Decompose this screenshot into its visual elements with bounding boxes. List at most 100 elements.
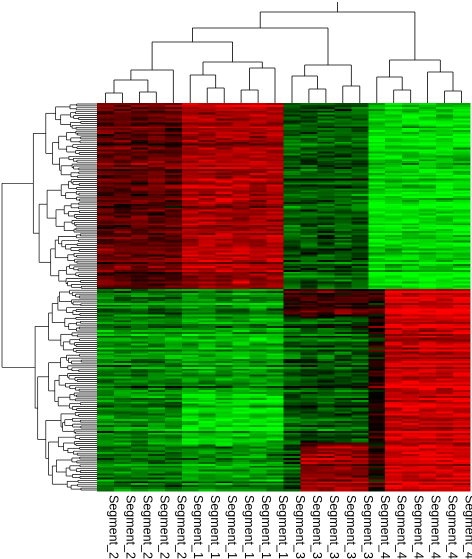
heatmap-cell	[334, 165, 352, 168]
heatmap-cell	[215, 477, 234, 480]
heatmap-cell	[97, 364, 115, 368]
heatmap-cell	[266, 134, 284, 137]
heatmap-cell	[266, 258, 284, 261]
heatmap-cell	[334, 401, 352, 404]
heatmap-cell	[181, 128, 200, 131]
heatmap-cell	[130, 326, 149, 329]
heatmap-cell	[232, 151, 250, 154]
heatmap-cell	[317, 376, 335, 379]
heatmap-cell	[402, 415, 420, 418]
heatmap-cell	[130, 446, 149, 449]
heatmap-cell	[402, 374, 420, 377]
heatmap-cell	[232, 479, 250, 482]
heatmap-cell	[368, 380, 386, 383]
heatmap-cell	[147, 256, 166, 259]
heatmap-cell	[402, 130, 420, 133]
heatmap-cell	[215, 430, 234, 434]
heatmap-cell	[164, 260, 183, 263]
heatmap-cell	[130, 357, 149, 360]
heatmap-cell	[334, 137, 352, 141]
heatmap-cell	[164, 333, 183, 337]
heatmap-cell	[402, 438, 420, 441]
heatmap-cell	[385, 481, 403, 484]
heatmap-cell	[385, 395, 403, 399]
heatmap-cell	[402, 351, 420, 354]
heatmap-cell	[453, 104, 471, 108]
heatmap-cell	[385, 236, 403, 240]
heatmap-cell	[147, 401, 166, 404]
heatmap-cell	[113, 331, 132, 335]
heatmap-cell	[402, 362, 420, 366]
heatmap-cell	[181, 151, 200, 154]
heatmap-cell	[198, 231, 217, 234]
heatmap-cell	[130, 388, 149, 391]
heatmap-cell	[419, 182, 437, 185]
heatmap-cell	[351, 349, 369, 352]
heatmap-cell	[300, 147, 318, 150]
heatmap-cell	[232, 461, 250, 465]
heatmap-cell	[300, 380, 318, 383]
heatmap-cell	[419, 310, 437, 313]
heatmap-cell	[283, 421, 301, 424]
heatmap-cell	[113, 405, 132, 408]
heatmap-cell	[436, 374, 454, 377]
heatmap-cell	[453, 405, 471, 408]
heatmap-cell	[215, 438, 234, 441]
heatmap-cell	[368, 333, 386, 337]
heatmap-cell	[164, 254, 183, 257]
heatmap-cell	[164, 378, 183, 381]
heatmap-cell	[147, 382, 166, 385]
heatmap-cell	[164, 297, 183, 300]
heatmap-cell	[402, 349, 420, 352]
heatmap-cell	[232, 149, 250, 152]
heatmap-cell	[351, 320, 369, 323]
heatmap-cell	[334, 180, 352, 183]
heatmap-cell	[436, 149, 454, 152]
heatmap-cell	[283, 196, 301, 199]
heatmap-cell	[351, 217, 369, 220]
heatmap-cell	[249, 103, 267, 106]
heatmap-cell	[215, 277, 234, 280]
heatmap-cell	[232, 132, 250, 135]
heatmap-cell	[368, 458, 386, 461]
heatmap-cell	[266, 361, 284, 364]
heatmap-cell	[249, 149, 267, 152]
heatmap-cell	[385, 106, 403, 110]
heatmap-cell	[147, 285, 166, 288]
heatmap-cell	[334, 411, 352, 414]
heatmap-cell	[334, 297, 352, 300]
heatmap-cell	[419, 170, 437, 174]
heatmap-cell	[147, 458, 166, 461]
heatmap-cell	[198, 149, 217, 152]
heatmap-cell	[402, 366, 420, 370]
heatmap-cell	[453, 281, 471, 284]
heatmap-cell	[368, 339, 386, 342]
heatmap-cell	[113, 335, 132, 339]
heatmap-cell	[317, 159, 335, 162]
heatmap-cell	[317, 374, 335, 377]
heatmap-cell	[317, 461, 335, 465]
heatmap-cell	[164, 122, 183, 125]
heatmap-cell	[317, 483, 335, 486]
heatmap-cell	[317, 481, 335, 484]
heatmap-cell	[436, 364, 454, 368]
heatmap-cell	[402, 364, 420, 368]
heatmap-cell	[130, 137, 149, 141]
heatmap-cell	[130, 372, 149, 375]
heatmap-cell	[198, 411, 217, 414]
heatmap-cell	[147, 430, 166, 434]
heatmap-cell	[368, 326, 386, 329]
heatmap-cell	[215, 234, 234, 238]
heatmap-cell	[249, 267, 267, 271]
heatmap-cell	[130, 442, 149, 445]
heatmap-cell	[266, 295, 284, 298]
heatmap-cell	[317, 192, 335, 195]
heatmap-cell	[436, 308, 454, 311]
heatmap-cell	[385, 273, 403, 276]
heatmap-cell	[283, 145, 301, 148]
heatmap-cell	[317, 306, 335, 309]
heatmap-cell	[436, 182, 454, 185]
heatmap-cell	[351, 126, 369, 129]
heatmap-cell	[334, 184, 352, 187]
heatmap-cell	[198, 293, 217, 296]
